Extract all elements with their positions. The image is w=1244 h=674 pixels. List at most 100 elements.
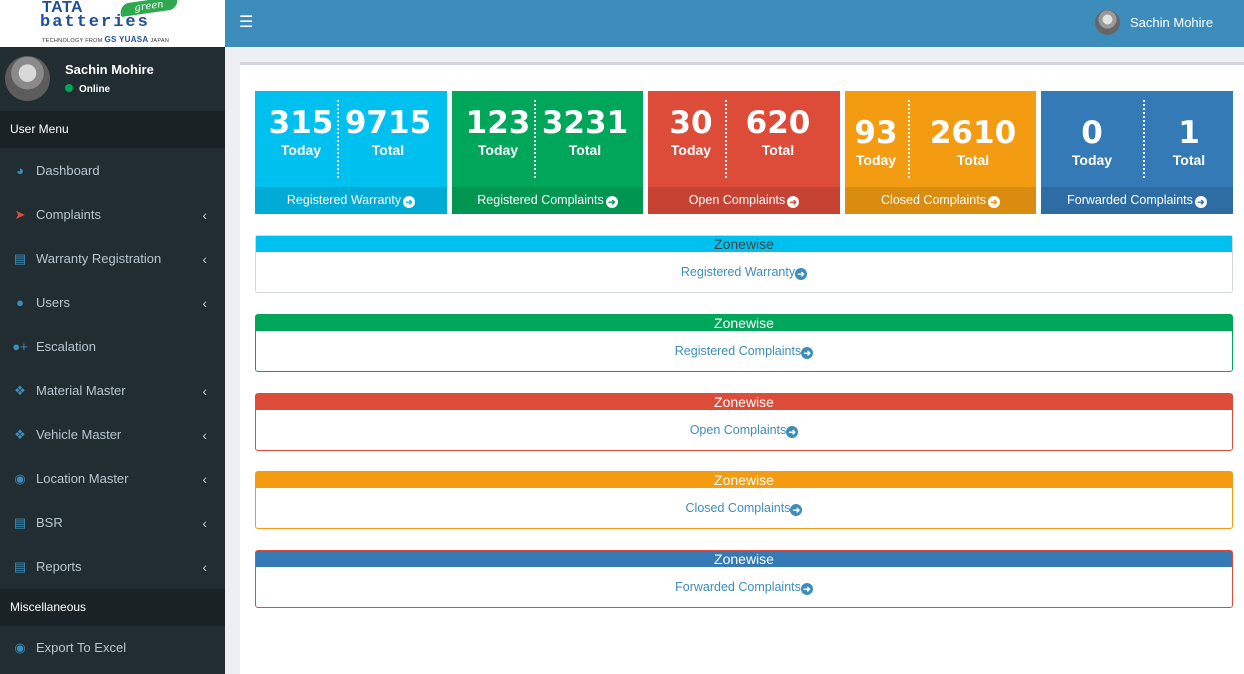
chevron-left-icon: ‹ <box>202 559 207 575</box>
zonewise-panel-registered-complaints: Zonewise Registered Complaints ➜ <box>255 314 1233 372</box>
stat-divider <box>337 100 339 178</box>
sidebar-item-label: Vehicle Master <box>36 427 122 442</box>
sidebar-item-label: Location Master <box>36 471 129 486</box>
zonewise-closed-complaints-link[interactable]: Closed Complaints ➜ <box>256 501 1232 516</box>
stat-today-label: Today <box>477 142 519 158</box>
user-plus-icon: ●+ <box>12 339 28 354</box>
stat-today-value: 93 <box>854 115 898 151</box>
zonewise-header: Zonewise <box>256 236 1232 252</box>
stat-box-registered-complaints: 123 Today 3231 Total Registered Complaints… <box>452 91 643 214</box>
sidebar-item-label: Escalation <box>36 339 96 354</box>
stat-total-label: Total <box>371 142 405 158</box>
sidebar-item-complaints[interactable]: ➤ Complaints ‹ <box>0 193 225 237</box>
zonewise-panel-closed-complaints: Zonewise Closed Complaints ➜ <box>255 471 1233 529</box>
sidebar-item-users[interactable]: ● Users ‹ <box>0 281 225 325</box>
sidebar-item-label: Dashboard <box>36 163 100 178</box>
stat-total-label: Total <box>956 152 990 168</box>
sidebar-item-export-to-excel[interactable]: ◉ Export To Excel <box>0 626 225 670</box>
online-dot-icon <box>65 84 73 92</box>
cubes-icon: ❖ <box>14 383 26 398</box>
avatar <box>5 56 50 101</box>
zonewise-panel-open-complaints: Zonewise Open Complaints ➜ <box>255 393 1233 451</box>
registered-complaints-link[interactable]: Registered Complaints ➜ <box>452 187 643 214</box>
zonewise-registered-warranty-link[interactable]: Registered Warranty ➜ <box>256 265 1232 280</box>
stat-total-value: 2610 <box>929 115 1017 151</box>
stat-today-label: Today <box>1071 152 1113 168</box>
sidebar-item-label: Material Master <box>36 383 126 398</box>
sidebar-item-dashboard[interactable]: ◕ Dashboard <box>0 149 225 193</box>
arrow-circle-right-icon: ➜ <box>800 583 813 595</box>
zonewise-header: Zonewise <box>256 394 1232 410</box>
stat-total-value: 3231 <box>541 105 629 141</box>
zonewise-header: Zonewise <box>256 315 1232 331</box>
stat-today-value: 315 <box>268 105 334 141</box>
zonewise-open-complaints-link[interactable]: Open Complaints ➜ <box>256 423 1232 438</box>
eye-icon: ◉ <box>14 640 26 655</box>
user-icon: ● <box>16 295 24 310</box>
sidebar-item-material-master[interactable]: ❖ Material Master ‹ <box>0 369 225 413</box>
sidebar-item-label: Reports <box>36 559 82 574</box>
sidebar-item-label: Export To Excel <box>36 640 127 655</box>
registered-warranty-link[interactable]: Registered Warranty ➜ <box>255 187 447 214</box>
stat-total-label: Total <box>568 142 602 158</box>
top-user-avatar[interactable] <box>1095 10 1120 35</box>
stat-total-label: Total <box>1172 152 1206 168</box>
hamburger-icon[interactable]: ☰ <box>239 12 254 31</box>
sidebar-item-vehicle-master[interactable]: ❖ Vehicle Master ‹ <box>0 413 225 457</box>
stat-divider <box>534 100 536 178</box>
brand-logo[interactable]: TATA green batteries TECHNOLOGY FROM GS … <box>0 0 225 47</box>
chevron-left-icon: ‹ <box>202 471 207 487</box>
arrow-circle-right-icon: ➜ <box>403 196 416 208</box>
menu-header-miscellaneous: Miscellaneous <box>0 589 225 626</box>
stat-total-value: 620 <box>745 105 811 141</box>
globe-icon: ◉ <box>14 471 26 486</box>
stat-today-label: Today <box>670 142 712 158</box>
logo-tata-text: TATA <box>42 0 84 16</box>
stat-total-value: 1 <box>1178 115 1200 151</box>
stat-divider <box>1143 100 1145 178</box>
stat-total-value: 9715 <box>344 105 432 141</box>
forwarded-complaints-link[interactable]: Forwarded Complaints ➜ <box>1041 187 1233 214</box>
dashboard-icon: ◕ <box>16 163 24 178</box>
stat-today-label: Today <box>280 142 322 158</box>
top-user-name[interactable]: Sachin Mohire <box>1130 15 1214 30</box>
stat-box-open-complaints: 30 Today 620 Total Open Complaints ➜ <box>648 91 840 214</box>
sidebar-item-label: Warranty Registration <box>36 251 162 266</box>
arrow-circle-right-icon: ➜ <box>987 196 1000 208</box>
stat-box-closed-complaints: 93 Today 2610 Total Closed Complaints ➜ <box>845 91 1036 214</box>
arrow-circle-right-icon: ➜ <box>795 268 808 280</box>
sidebar-item-label: BSR <box>36 515 63 530</box>
zonewise-header: Zonewise <box>256 551 1232 567</box>
stat-total-label: Total <box>761 142 795 158</box>
chevron-left-icon: ‹ <box>202 207 207 223</box>
sidebar-item-label: Complaints <box>36 207 102 222</box>
zonewise-forwarded-complaints-link[interactable]: Forwarded Complaints ➜ <box>256 580 1232 595</box>
sidebar-item-location-master[interactable]: ◉ Location Master ‹ <box>0 457 225 501</box>
stat-box-forwarded-complaints: 0 Today 1 Total Forwarded Complaints ➜ <box>1041 91 1233 214</box>
cubes-icon: ❖ <box>14 427 26 442</box>
sidebar-item-reports[interactable]: ▤ Reports ‹ <box>0 545 225 589</box>
sidebar-item-warranty-registration[interactable]: ▤ Warranty Registration ‹ <box>0 237 225 281</box>
arrow-circle-right-icon: ➜ <box>605 196 618 208</box>
top-navbar: ☰ Sachin Mohire <box>225 0 1244 47</box>
user-panel-status: Online <box>65 84 110 95</box>
user-panel: Sachin Mohire Online <box>0 47 225 111</box>
stat-today-value: 0 <box>1081 115 1103 151</box>
closed-complaints-link[interactable]: Closed Complaints ➜ <box>845 187 1036 214</box>
stat-box-registered-warranty: 315 Today 9715 Total Registered Warranty ➜ <box>255 91 447 214</box>
menu-header-user-menu: User Menu <box>0 111 225 148</box>
zonewise-header: Zonewise <box>256 472 1232 488</box>
arrow-circle-right-icon: ➜ <box>790 504 803 516</box>
stat-today-value: 123 <box>465 105 531 141</box>
arrow-circle-right-icon: ➜ <box>787 196 800 208</box>
chevron-left-icon: ‹ <box>202 383 207 399</box>
sidebar-item-escalation[interactable]: ●+ Escalation <box>0 325 225 369</box>
bullhorn-icon: ➤ <box>14 207 26 222</box>
logo-tagline: TECHNOLOGY FROM GS YUASA JAPAN <box>42 35 170 44</box>
zonewise-panel-registered-warranty: Zonewise Registered Warranty ➜ <box>255 235 1233 293</box>
zonewise-registered-complaints-link[interactable]: Registered Complaints ➜ <box>256 344 1232 359</box>
stat-divider <box>908 100 910 178</box>
sidebar-item-bsr[interactable]: ▤ BSR ‹ <box>0 501 225 545</box>
arrow-circle-right-icon: ➜ <box>1194 196 1207 208</box>
open-complaints-link[interactable]: Open Complaints ➜ <box>648 187 840 214</box>
